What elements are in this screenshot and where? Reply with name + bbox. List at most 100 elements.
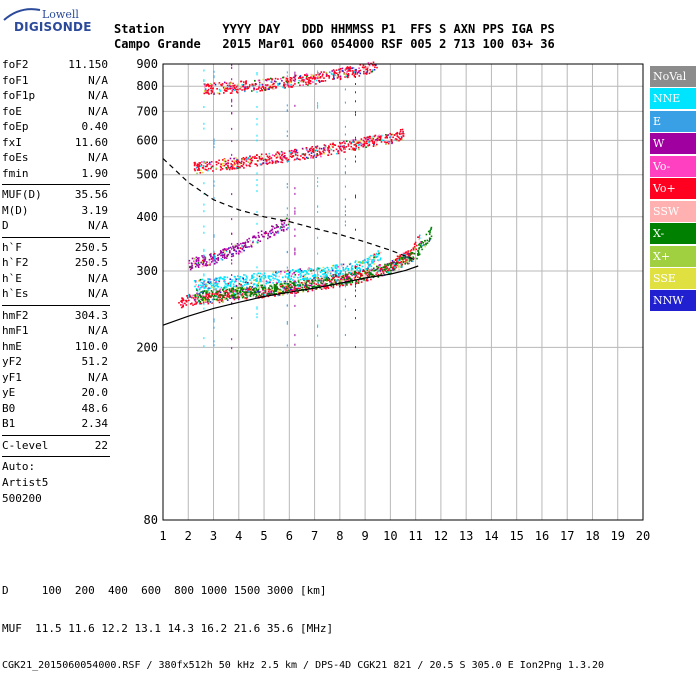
echo-point	[237, 298, 240, 300]
echo-point	[239, 163, 241, 165]
echo-point	[210, 89, 213, 92]
x-tick-label: 10	[383, 529, 397, 543]
echo-point	[304, 284, 306, 287]
echo-point	[339, 283, 342, 285]
echo-point	[223, 164, 226, 167]
echo-point	[316, 145, 319, 147]
echo-point	[213, 263, 216, 265]
echo-point	[339, 75, 342, 78]
echo-point	[295, 154, 297, 156]
echo-point	[285, 289, 287, 291]
echo-point	[340, 149, 343, 152]
streak-point	[355, 72, 356, 74]
echo-point	[368, 274, 371, 276]
echo-point	[381, 139, 383, 141]
echo-point	[247, 161, 250, 163]
echo-point	[347, 73, 350, 75]
echo-point	[417, 250, 419, 252]
echo-point	[278, 275, 280, 278]
echo-point	[301, 282, 304, 284]
echo-point	[249, 156, 251, 159]
echo-point	[220, 254, 222, 257]
echo-point	[330, 148, 333, 151]
auto-label: Auto:	[2, 460, 36, 473]
echo-point	[236, 289, 239, 292]
echo-point	[297, 268, 300, 271]
echo-point	[234, 285, 236, 288]
echo-point	[357, 71, 360, 73]
echo-point	[416, 257, 418, 260]
echo-point	[342, 273, 344, 275]
echo-point	[287, 283, 289, 285]
echo-point	[343, 278, 345, 281]
echo-point	[357, 280, 360, 282]
echo-point	[248, 292, 251, 295]
streak-point	[256, 279, 258, 282]
echo-point	[353, 141, 355, 143]
echo-point	[252, 236, 254, 239]
echo-point	[349, 70, 352, 72]
streak-point	[286, 207, 288, 210]
echo-point	[226, 288, 228, 291]
echo-point	[361, 274, 364, 277]
echo-point	[320, 288, 323, 290]
echo-point	[379, 258, 381, 261]
param-key: yE	[2, 386, 16, 399]
echo-point	[237, 295, 239, 298]
echo-point	[234, 88, 237, 90]
echo-point	[264, 89, 267, 91]
echo-point	[250, 245, 253, 248]
echo-point	[287, 273, 289, 275]
echo-point	[315, 277, 318, 279]
streak-point	[294, 279, 296, 282]
echo-point	[287, 158, 290, 161]
echo-point	[357, 271, 360, 274]
echo-point	[295, 158, 298, 161]
echo-point	[323, 152, 325, 155]
echo-point	[282, 76, 284, 79]
echo-point	[351, 265, 353, 267]
echo-point	[281, 220, 284, 222]
echo-point	[374, 269, 376, 271]
echo-point	[283, 271, 286, 273]
echo-point	[193, 260, 195, 262]
echo-point	[249, 285, 251, 288]
echo-point	[199, 286, 202, 289]
echo-point	[364, 66, 367, 68]
echo-point	[232, 288, 235, 291]
echo-point	[420, 242, 422, 245]
echo-point	[240, 292, 243, 295]
echo-point	[401, 258, 403, 260]
echo-point	[189, 295, 191, 297]
echo-point	[275, 86, 278, 88]
echo-point	[339, 279, 342, 281]
echo-point	[396, 133, 398, 135]
echo-point	[294, 158, 296, 161]
echo-point	[369, 137, 371, 140]
echo-point	[394, 263, 397, 266]
echo-point	[224, 291, 227, 293]
echo-point	[251, 274, 254, 277]
echo-point	[353, 149, 355, 151]
echo-point	[302, 78, 304, 81]
echo-point	[313, 77, 315, 79]
echo-point	[314, 75, 317, 78]
streak-point	[213, 259, 215, 262]
echo-point	[304, 74, 306, 76]
echo-point	[327, 154, 330, 156]
echo-point	[343, 72, 345, 74]
echo-point	[268, 152, 271, 155]
echo-point	[201, 161, 203, 163]
echo-point	[362, 278, 364, 281]
param-key: C-level	[2, 438, 49, 452]
echo-point	[239, 280, 242, 282]
streak-point	[286, 109, 288, 112]
streak-point	[256, 134, 258, 137]
echo-point	[311, 146, 313, 148]
echo-point	[391, 263, 394, 266]
echo-point	[299, 158, 301, 161]
echo-point	[264, 158, 267, 161]
echo-point	[217, 292, 219, 294]
echo-point	[270, 232, 272, 235]
echo-point	[360, 144, 363, 147]
